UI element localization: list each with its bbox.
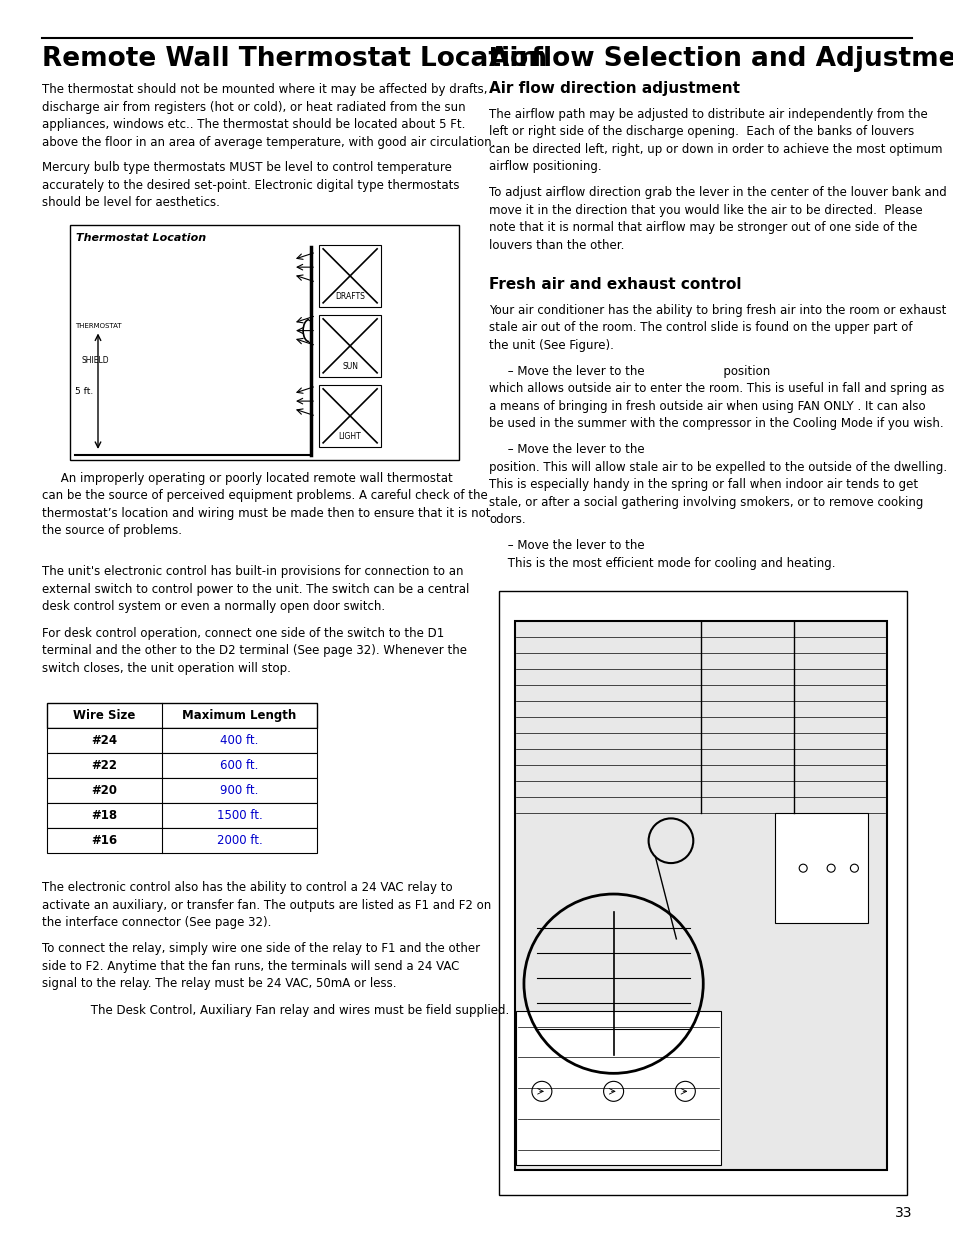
Text: An improperly operating or poorly located remote wall thermostat
can be the sour: An improperly operating or poorly locate… (42, 472, 490, 537)
Text: To adjust airflow direction grab the lever in the center of the louver bank and
: To adjust airflow direction grab the lev… (489, 186, 946, 252)
Text: – Move the lever to the
     This is the most efficient mode for cooling and hea: – Move the lever to the This is the most… (489, 538, 835, 569)
Text: 33: 33 (894, 1207, 911, 1220)
Bar (70, 225, 458, 459)
Text: For desk control operation, connect one side of the switch to the D1
terminal an: For desk control operation, connect one … (42, 626, 467, 674)
Text: Remote Wall Thermostat Location: Remote Wall Thermostat Location (42, 46, 546, 72)
Text: 600 ft.: 600 ft. (220, 760, 258, 772)
Bar (47, 703, 316, 729)
Text: #16: #16 (91, 834, 117, 847)
Text: Mercury bulb type thermostats MUST be level to control temperature
accurately to: Mercury bulb type thermostats MUST be le… (42, 162, 459, 210)
Text: – Move the lever to the
position. This will allow stale air to be expelled to th: – Move the lever to the position. This w… (489, 443, 946, 526)
Text: #18: #18 (91, 809, 117, 823)
Text: To connect the relay, simply wire one side of the relay to F1 and the other
side: To connect the relay, simply wire one si… (42, 942, 479, 990)
Text: The unit's electronic control has built-in provisions for connection to an
exter: The unit's electronic control has built-… (42, 566, 469, 614)
Text: #22: #22 (91, 760, 117, 772)
Text: SHIELD: SHIELD (82, 356, 110, 366)
Text: The Desk Control, Auxiliary Fan relay and wires must be field supplied.: The Desk Control, Auxiliary Fan relay an… (71, 1004, 509, 1016)
Text: The thermostat should not be mounted where it may be affected by drafts,
dischar: The thermostat should not be mounted whe… (42, 83, 495, 148)
Text: 900 ft.: 900 ft. (220, 784, 258, 797)
Text: 400 ft.: 400 ft. (220, 734, 258, 747)
Text: 1500 ft.: 1500 ft. (216, 809, 262, 823)
Bar (319, 245, 380, 306)
Text: SUN: SUN (342, 362, 357, 370)
Text: Fresh air and exhaust control: Fresh air and exhaust control (489, 277, 741, 291)
Text: DRAFTS: DRAFTS (335, 291, 365, 301)
Text: Thermostat Location: Thermostat Location (76, 233, 206, 243)
Text: The airflow path may be adjusted to distribute air independently from the
left o: The airflow path may be adjusted to dist… (489, 107, 942, 173)
Bar (47, 803, 316, 827)
Text: #24: #24 (91, 734, 117, 747)
Bar (47, 827, 316, 853)
Text: LIGHT: LIGHT (338, 432, 361, 441)
Bar (319, 315, 380, 377)
Text: THERMOSTAT: THERMOSTAT (75, 322, 121, 329)
Bar (514, 621, 886, 1170)
Bar (47, 729, 316, 753)
Text: Wire Size: Wire Size (73, 709, 135, 722)
Text: Maximum Length: Maximum Length (182, 709, 296, 722)
Bar (775, 814, 867, 923)
Bar (47, 753, 316, 778)
Text: Air flow direction adjustment: Air flow direction adjustment (489, 82, 740, 96)
Text: – Move the lever to the                     position
which allows outside air to: – Move the lever to the position which a… (489, 364, 943, 431)
Bar (516, 1011, 720, 1165)
Text: #20: #20 (91, 784, 117, 797)
Text: 5 ft.: 5 ft. (74, 387, 92, 395)
Bar (47, 778, 316, 803)
Bar (499, 592, 906, 1195)
Text: Airflow Selection and Adjustment: Airflow Selection and Adjustment (489, 46, 953, 72)
Text: 2000 ft.: 2000 ft. (216, 834, 262, 847)
Text: Your air conditioner has the ability to bring fresh air into the room or exhaust: Your air conditioner has the ability to … (489, 304, 946, 352)
Text: The electronic control also has the ability to control a 24 VAC relay to
activat: The electronic control also has the abil… (42, 881, 491, 929)
Bar (319, 385, 380, 447)
